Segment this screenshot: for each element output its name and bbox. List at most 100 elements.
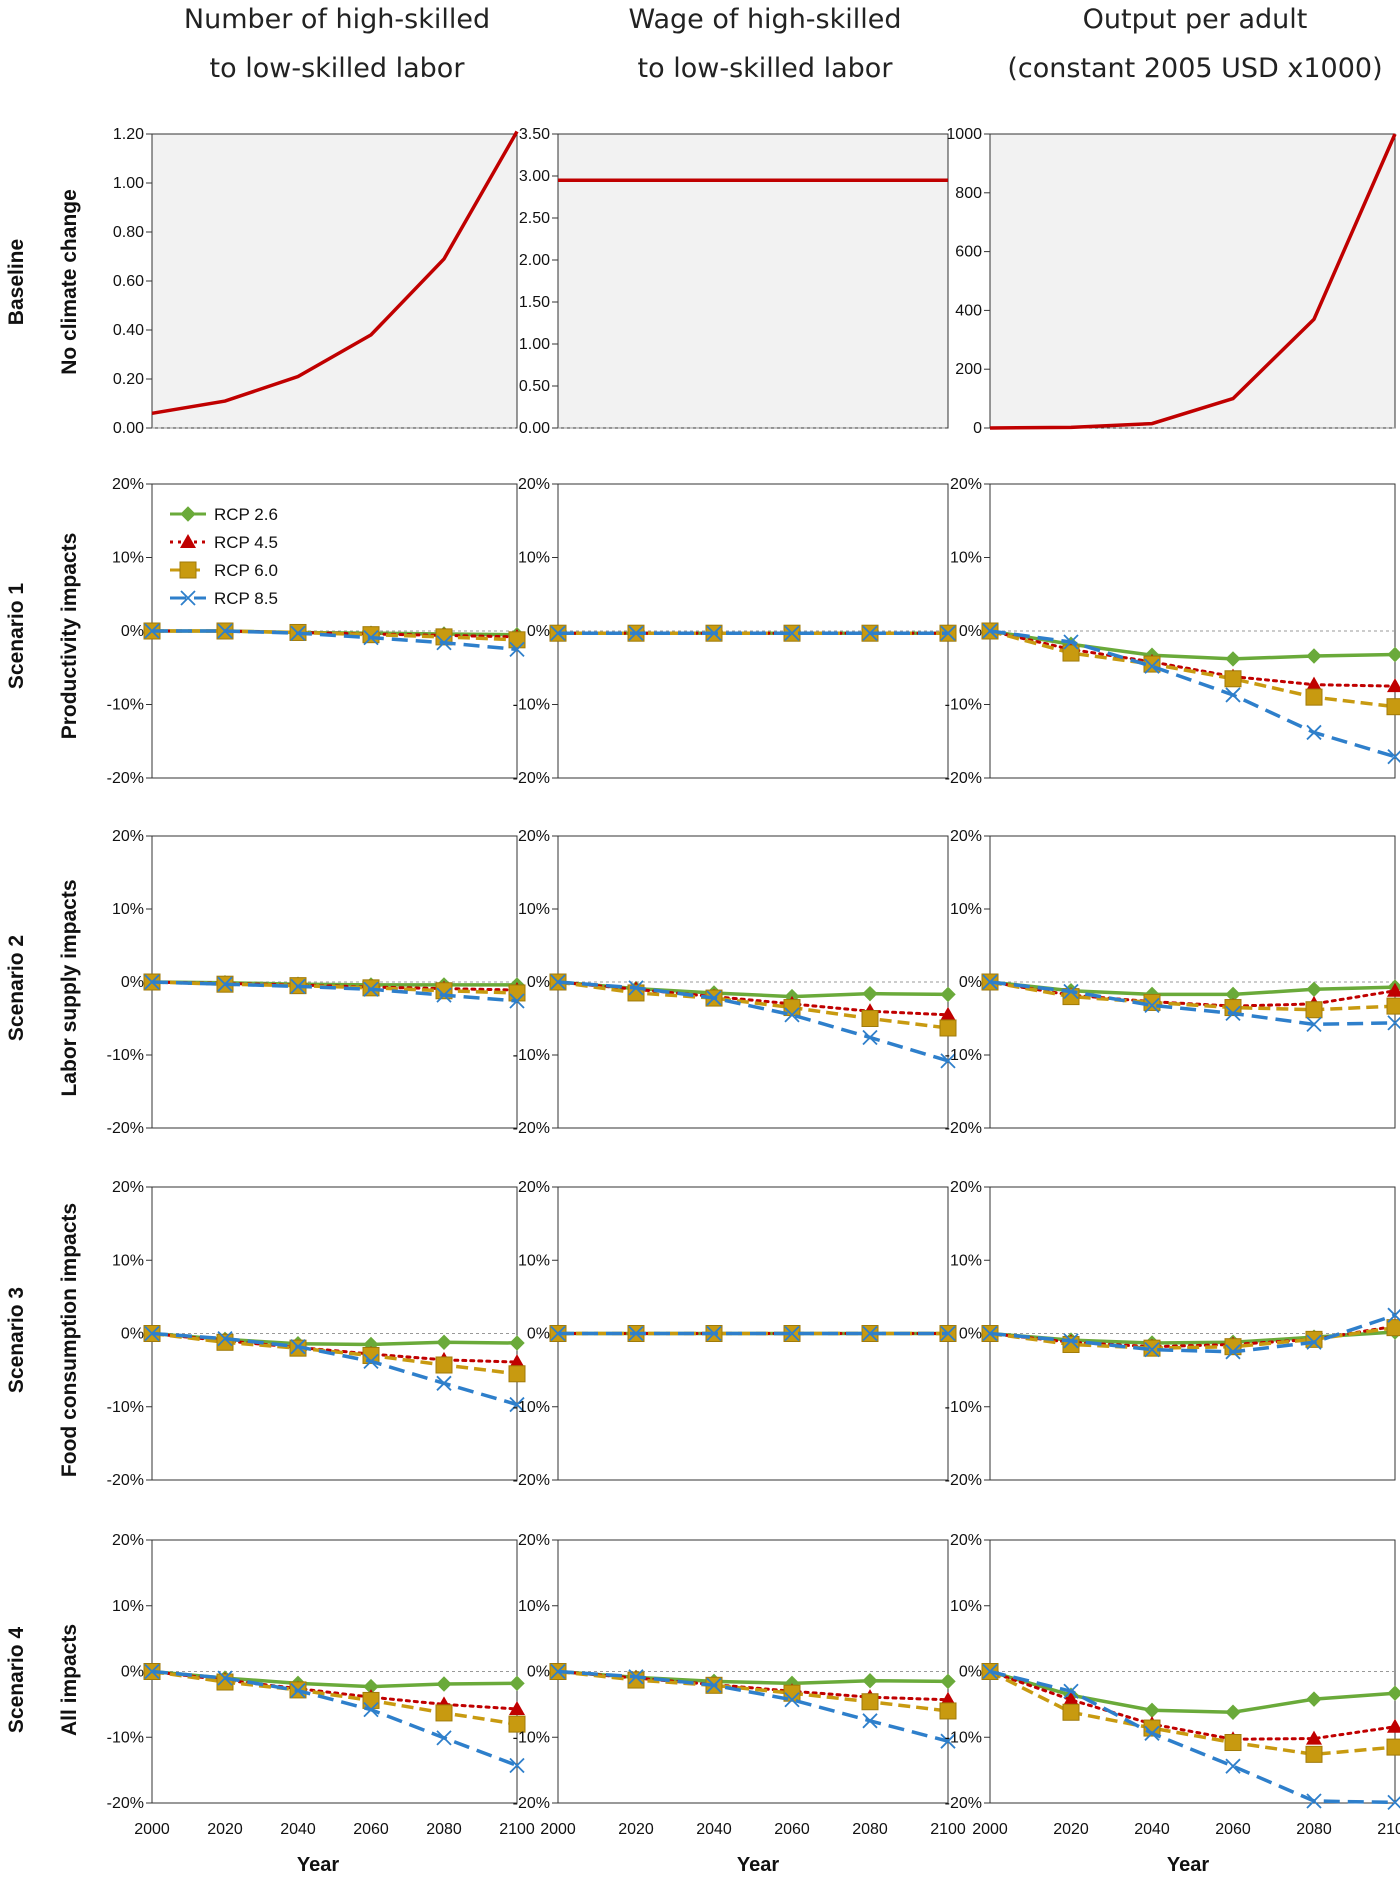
series-line-rcp-8-5 xyxy=(152,629,518,652)
series-line-baseline xyxy=(989,133,1397,430)
data-point xyxy=(362,1691,380,1709)
y-tick-label: -10% xyxy=(513,697,550,714)
data-point xyxy=(217,976,233,992)
y-tick-label: -20% xyxy=(945,770,982,787)
data-point xyxy=(550,1663,566,1680)
series-line-rcp-2-6 xyxy=(989,980,1396,997)
data-point xyxy=(1386,1738,1400,1756)
series-line-rcp-8-5 xyxy=(151,1331,518,1407)
x-tick-label: 2000 xyxy=(134,1821,170,1838)
series-line-rcp-8-5 xyxy=(989,1313,1396,1354)
data-point xyxy=(144,623,160,639)
row2-label-inner: Productivity impacts xyxy=(58,533,81,740)
row5-label-inner: All impacts xyxy=(58,1624,81,1736)
y-tick-label: -10% xyxy=(107,1399,144,1416)
data-point xyxy=(550,974,566,990)
x-tick-label: 2000 xyxy=(540,1821,576,1838)
y-tick-label: 20% xyxy=(112,828,144,845)
legend-marker xyxy=(179,561,197,579)
data-point xyxy=(862,1029,878,1046)
panel-s2-col1: -20% -10% 0% 10% 20% xyxy=(107,828,526,1137)
y-tick-label: 10% xyxy=(950,901,982,918)
data-point xyxy=(290,978,306,995)
series-line-rcp-6-0 xyxy=(557,980,949,1030)
y-tick-label: -10% xyxy=(945,697,982,714)
legend-entry: RCP 4.5 xyxy=(170,533,278,552)
y-tick-label: 10% xyxy=(518,550,550,567)
y-tick-label: 20% xyxy=(518,828,550,845)
panel-s4-col2: -20% -10% 0% 10% 20% 2000 2020 2040 2060 2080 2100 xyxy=(513,1532,966,1838)
row3-label-inner: Labor supply impacts xyxy=(58,879,81,1096)
y-tick-label: 1.00 xyxy=(113,175,144,192)
y-tick-label: 20% xyxy=(518,476,550,493)
col1-title-line1: Number of high-skilled xyxy=(184,4,490,35)
data-point xyxy=(1063,1683,1079,1699)
y-tick-label: -20% xyxy=(513,1795,550,1812)
x-tick-label: 2060 xyxy=(774,1821,810,1838)
data-point xyxy=(1305,688,1323,706)
y-tick-label: 0.00 xyxy=(519,420,550,437)
data-point xyxy=(508,1365,526,1383)
data-point xyxy=(1306,1016,1322,1032)
data-point xyxy=(862,985,878,1002)
y-tick-label: 0% xyxy=(527,1326,550,1343)
data-point xyxy=(508,631,526,649)
data-point xyxy=(784,1007,800,1023)
data-point xyxy=(1063,983,1079,1000)
data-point xyxy=(436,1676,452,1692)
data-point xyxy=(509,1675,525,1692)
y-tick-label: 10% xyxy=(518,1252,550,1269)
x-tick-label: 2080 xyxy=(852,1821,888,1838)
series-line-rcp-6-0 xyxy=(989,1325,1396,1350)
legend-entry: RCP 2.6 xyxy=(170,505,278,524)
data-point xyxy=(509,641,525,658)
y-tick-label: 0.60 xyxy=(113,273,144,290)
data-point xyxy=(509,1335,525,1351)
series-line-rcp-8-5 xyxy=(557,1669,949,1743)
data-point xyxy=(940,1691,956,1706)
y-tick-label: 3.00 xyxy=(519,168,550,185)
data-point xyxy=(939,1019,957,1037)
column-titles: Number of high-skilled to low-skilled la… xyxy=(184,4,1383,84)
panel-s3-col2: -20% -10% 0% 10% 20% xyxy=(513,1179,957,1489)
data-point xyxy=(290,1339,306,1355)
series-line-rcp-8-5 xyxy=(557,980,949,1063)
data-point xyxy=(784,1692,800,1708)
data-point xyxy=(940,1733,956,1749)
y-tick-label: 20% xyxy=(112,1179,144,1196)
panel-s2-col3: -20% -10% 0% 10% 20% xyxy=(945,828,1400,1137)
y-tick-label: 20% xyxy=(950,476,982,493)
data-point xyxy=(509,1354,525,1369)
y-tick-label: 0% xyxy=(121,974,144,991)
data-point xyxy=(363,1353,379,1369)
y-tick-label: 0.00 xyxy=(113,420,144,437)
legend-marker xyxy=(180,534,196,548)
data-point xyxy=(1225,1005,1241,1022)
data-point xyxy=(1386,698,1400,716)
data-point xyxy=(939,1702,957,1720)
y-tick-label: 0.80 xyxy=(113,224,144,241)
series-line-rcp-4-5 xyxy=(988,1670,1397,1741)
y-tick-label: -10% xyxy=(513,1399,550,1416)
row3-label-outer: Scenario 2 xyxy=(5,935,28,1041)
x-tick-label: 2020 xyxy=(207,1821,243,1838)
series-line-rcp-6-0 xyxy=(989,629,1396,709)
data-point xyxy=(508,984,526,1002)
y-tick-label: 2.50 xyxy=(519,210,550,227)
y-tick-label: -20% xyxy=(945,1472,982,1489)
y-tick-label: 0% xyxy=(121,623,144,640)
x-tick-label: 2100 xyxy=(930,1821,966,1838)
y-tick-label: 3.50 xyxy=(519,126,550,143)
y-tick-label: 20% xyxy=(950,828,982,845)
y-tick-label: -20% xyxy=(107,770,144,787)
y-tick-label: -10% xyxy=(945,1399,982,1416)
y-tick-label: 0% xyxy=(959,623,982,640)
y-tick-label: 1.00 xyxy=(519,336,550,353)
y-tick-label: 0% xyxy=(959,1664,982,1681)
data-point xyxy=(509,1396,525,1413)
data-point xyxy=(1144,1341,1160,1358)
data-point xyxy=(706,625,722,641)
data-point xyxy=(628,1669,644,1685)
data-point xyxy=(363,629,379,646)
